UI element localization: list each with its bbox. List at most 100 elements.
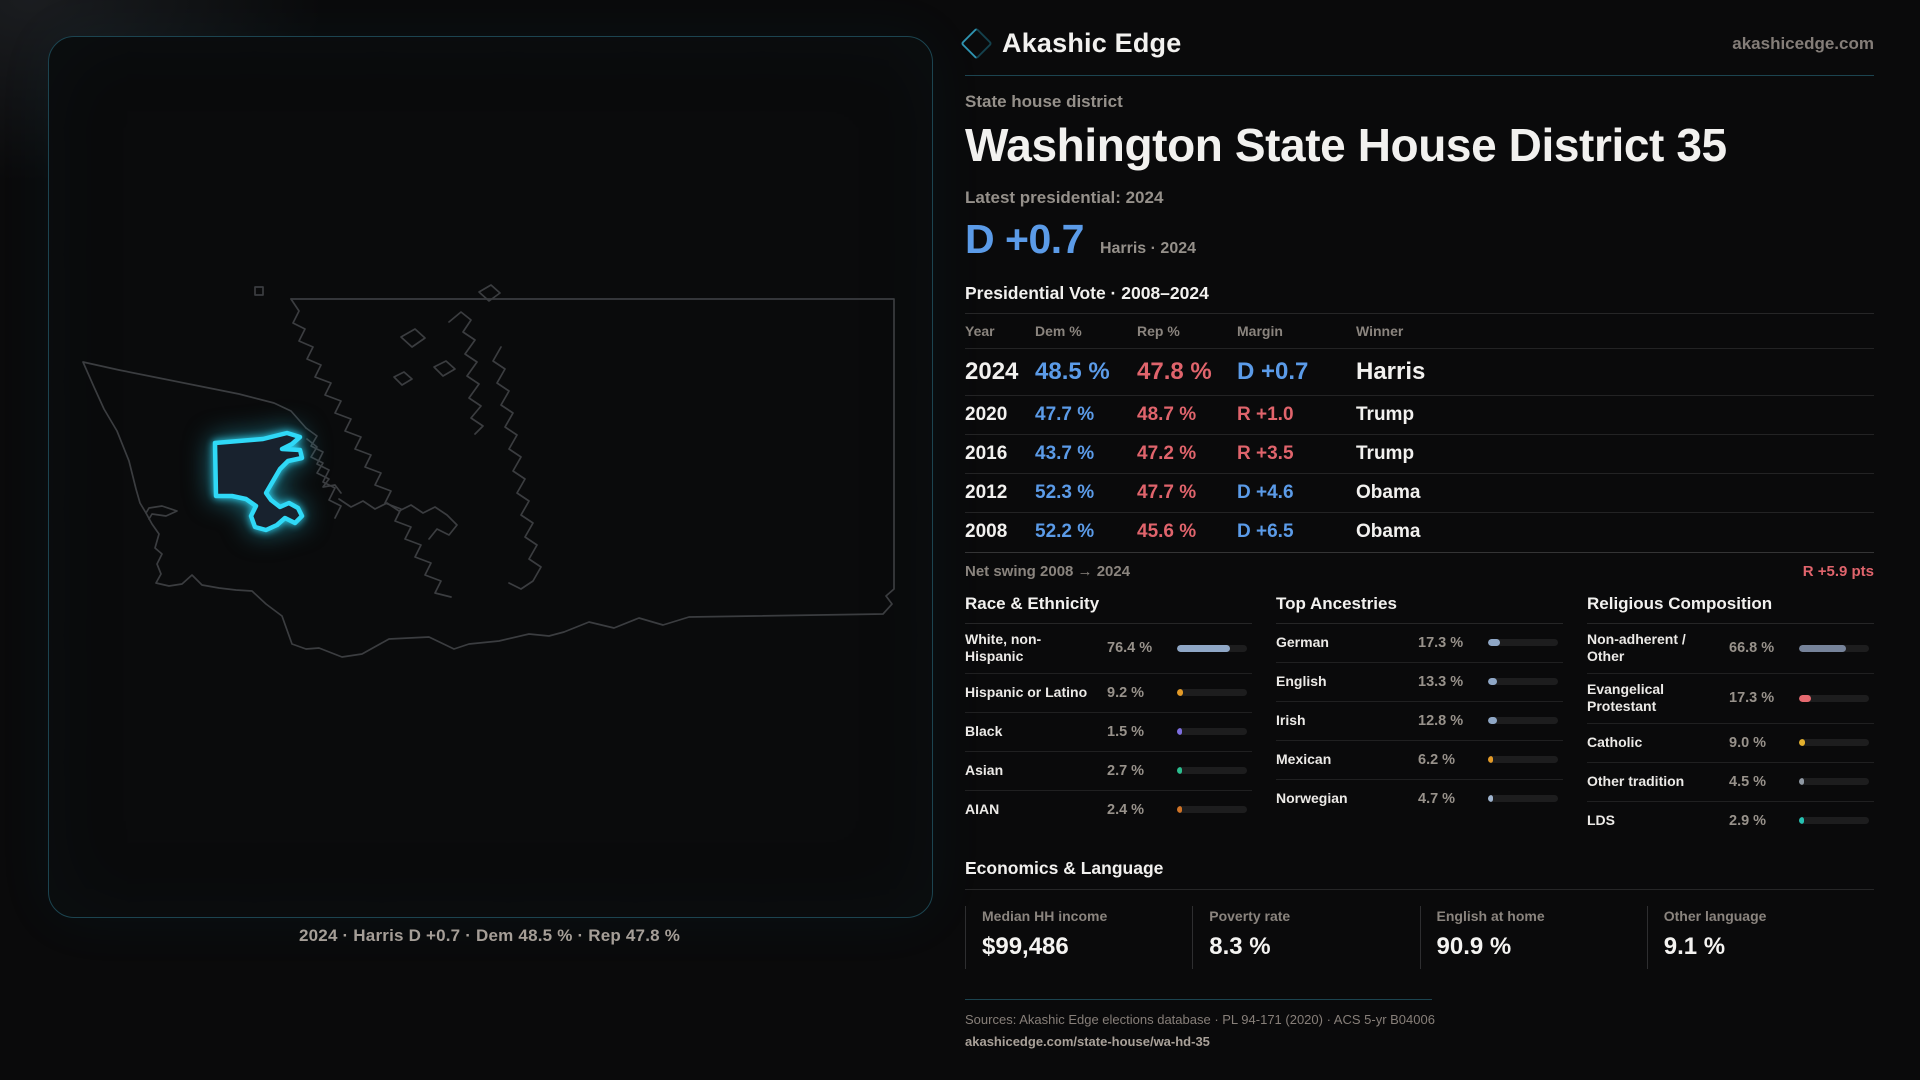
diamond-logo-icon [960, 27, 993, 60]
stat-bar-fill [1799, 739, 1806, 747]
col-rep: Rep % [1137, 322, 1180, 339]
brand-name: Akashic Edge [1002, 28, 1182, 58]
stat-label: Other tradition [1587, 772, 1685, 789]
stat-bar-fill [1799, 817, 1804, 825]
stat-label: English [1276, 672, 1327, 689]
stat-row: Mexican 6.2 % [1276, 739, 1563, 779]
puget-sound-east-coast [290, 298, 452, 598]
cell-year: 2016 [965, 442, 1008, 464]
point-roberts [254, 286, 264, 296]
map-panel [48, 36, 933, 918]
map-caption: 2024 · Harris D +0.7 · Dem 48.5 % · Rep … [298, 926, 681, 945]
stat-card-value: $99,486 [982, 932, 1069, 960]
stat-value: 76.4 % [1107, 640, 1153, 657]
cell-margin: D +6.5 [1237, 520, 1294, 542]
stat-bar-track [1177, 728, 1247, 736]
stat-bar-track [1488, 717, 1558, 725]
cell-year: 2024 [965, 357, 1019, 385]
table-row: 2016 43.7 % 47.2 % R +3.5 Trump [965, 433, 1874, 473]
stat-bar-track [1799, 644, 1869, 652]
stat-card: Other language 9.1 % [1646, 905, 1874, 969]
stat-label: Mexican [1276, 750, 1332, 767]
cell-rep: 47.7 % [1137, 481, 1197, 503]
stat-label: Catholic [1587, 733, 1643, 750]
stat-bar-fill [1177, 767, 1182, 775]
main-channel-shore [492, 346, 542, 590]
stat-bar-track [1488, 639, 1558, 647]
stat-value: 2.4 % [1107, 801, 1145, 818]
stat-bar-fill [1799, 644, 1846, 652]
stat-row: Irish 12.8 % [1276, 700, 1563, 740]
cell-margin: D +4.6 [1237, 481, 1294, 503]
washington-state-map [82, 284, 895, 658]
state-outline [82, 298, 895, 658]
hood-canal-line [305, 427, 342, 519]
stat-value: 66.8 % [1729, 640, 1775, 657]
stat-value: 12.8 % [1418, 712, 1464, 729]
stat-value: 2.7 % [1107, 762, 1145, 779]
stat-bar-track [1799, 778, 1869, 786]
headline-sub: Harris · 2024 [1099, 239, 1197, 257]
cell-winner: Obama [1356, 481, 1421, 503]
cell-margin: R +1.0 [1237, 403, 1294, 425]
table-row: 2020 47.7 % 48.7 % R +1.0 Trump [965, 394, 1874, 434]
stat-card-label: English at home [1436, 907, 1545, 924]
cell-margin: D +0.7 [1237, 357, 1309, 385]
ancestry-column: Top Ancestries German 17.3 % English 13.… [1276, 594, 1563, 840]
stat-bar-fill [1177, 644, 1231, 652]
table-title: Presidential Vote · 2008–2024 [965, 283, 1874, 314]
stat-bar-track [1488, 795, 1558, 803]
latest-label: Latest presidential: 2024 [965, 187, 1164, 207]
stat-bar-track [1177, 644, 1247, 652]
stat-card-label: Other language [1663, 907, 1767, 924]
stat-bar-fill [1488, 717, 1497, 725]
stat-card: Median HH income $99,486 [965, 905, 1192, 969]
col-year: Year [965, 322, 995, 339]
stat-label: Hispanic or Latino [965, 683, 1088, 700]
cell-winner: Trump [1356, 442, 1415, 464]
stat-label: German [1276, 633, 1329, 650]
stat-card-label: Median HH income [982, 907, 1108, 924]
stat-row: German 17.3 % [1276, 624, 1563, 662]
stat-label: Evangelical Protestant [1587, 680, 1665, 715]
island-outline [448, 311, 484, 435]
sources-line: Sources: Akashic Edge elections database… [965, 1011, 1435, 1027]
stat-row: Norwegian 4.7 % [1276, 778, 1563, 818]
kicker: State house district [965, 92, 1123, 111]
stat-label: LDS [1587, 811, 1615, 828]
south-sound-inlets-1 [306, 438, 342, 494]
stat-bar-track [1488, 678, 1558, 686]
stat-row: Catholic 9.0 % [1587, 722, 1874, 762]
cell-margin: R +3.5 [1237, 442, 1294, 464]
cell-year: 2008 [965, 520, 1008, 542]
stat-card: English at home 90.9 % [1419, 905, 1647, 969]
table-row: 2008 52.2 % 45.6 % D +6.5 Obama [965, 511, 1874, 551]
stat-row: Non-adherent / Other 66.8 % [1587, 624, 1874, 673]
stat-row: Black 1.5 % [965, 711, 1252, 751]
demographics-section: Race & Ethnicity White, non-Hispanic 76.… [965, 594, 1874, 840]
col-margin: Margin [1237, 322, 1283, 339]
permalink[interactable]: akashicedge.com/state-house/wa-hd-35 [965, 1033, 1210, 1049]
stat-label: Asian [965, 761, 1004, 778]
cell-winner: Trump [1356, 403, 1415, 425]
cell-dem: 52.3 % [1035, 481, 1095, 503]
stat-row: LDS 2.9 % [1587, 800, 1874, 840]
stat-row: Evangelical Protestant 17.3 % [1587, 672, 1874, 723]
economics-stats: Median HH income $99,486 Poverty rate 8.… [965, 905, 1874, 969]
headline-margin: D +0.7 [965, 215, 1084, 262]
stat-label: Norwegian [1276, 789, 1348, 806]
table-row: 2024 48.5 % 47.8 % D +0.7 Harris [965, 347, 1874, 395]
stat-value: 4.7 % [1418, 790, 1456, 807]
site-link[interactable]: akashicedge.com [1732, 33, 1874, 53]
cell-dem: 47.7 % [1035, 403, 1095, 425]
cell-year: 2020 [965, 403, 1008, 425]
cell-rep: 47.8 % [1137, 357, 1212, 385]
stat-row: AIAN 2.4 % [965, 789, 1252, 829]
stat-bar-fill [1177, 806, 1182, 814]
net-swing-value: R +5.9 pts [1802, 562, 1874, 580]
stat-bar-fill [1177, 728, 1182, 736]
stat-bar-track [1488, 756, 1558, 764]
south-sound-inlets-2 [338, 498, 458, 540]
stat-bar-fill [1488, 678, 1498, 686]
